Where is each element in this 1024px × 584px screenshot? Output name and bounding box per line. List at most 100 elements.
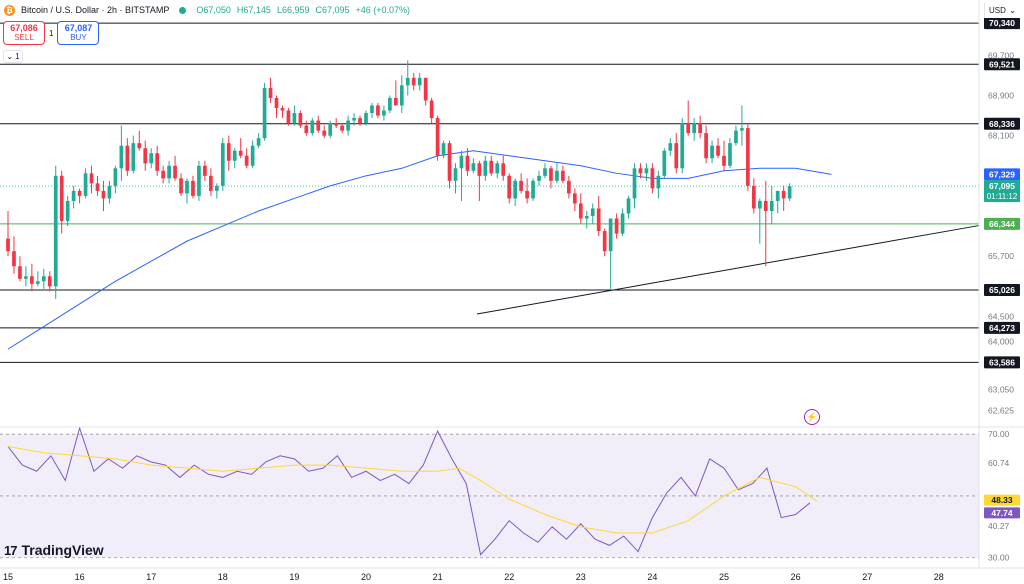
candle-body[interactable] [537,175,541,181]
candle-body[interactable] [161,170,165,179]
candle-body[interactable] [578,203,583,219]
candle-body[interactable] [119,145,124,169]
lightning-icon[interactable]: ⚡ [804,409,820,425]
candle-body[interactable] [393,97,398,106]
candle-body[interactable] [89,173,94,184]
trendline[interactable] [476,225,980,315]
candle-body[interactable] [376,105,380,116]
candle-body[interactable] [179,178,183,194]
candle-body[interactable] [214,185,219,191]
candle-body[interactable] [322,130,327,136]
candle-body[interactable] [41,276,46,282]
candle-body[interactable] [459,155,464,169]
candle-body[interactable] [465,155,470,171]
candle-body[interactable] [489,160,494,174]
candle-body[interactable] [656,175,661,189]
candle-body[interactable] [226,143,231,161]
candle-body[interactable] [477,163,482,176]
candle-body[interactable] [268,87,273,98]
candle-body[interactable] [137,143,142,149]
candle-body[interactable] [555,170,559,181]
candle-body[interactable] [388,97,392,111]
tradingview-logo[interactable]: 17 TradingView [4,542,104,558]
candle-body[interactable] [716,145,720,156]
candle-body[interactable] [197,165,201,196]
candle-body[interactable] [429,100,434,119]
candle-body[interactable] [35,281,40,284]
candle-body[interactable] [507,175,512,199]
candle-body[interactable] [757,200,762,209]
candle-body[interactable] [608,218,613,252]
symbol-title[interactable]: Bitcoin / U.S. Dollar · 2h · BITSTAMP [21,5,170,15]
candle-body[interactable] [435,118,440,156]
candle-body[interactable] [692,123,697,134]
candle-body[interactable] [310,120,315,134]
candle-body[interactable] [382,110,386,116]
time-scale[interactable]: 15 16 17 18 19 20 21 22 23 24 25 26 27 28 [3,572,944,582]
candle-body[interactable] [167,165,171,179]
candle-body[interactable] [728,143,732,166]
candle-body[interactable] [250,145,255,166]
candle-body[interactable] [220,143,225,186]
candle-body[interactable] [411,77,416,86]
candle-body[interactable] [471,163,476,171]
candle-body[interactable] [256,138,261,146]
candle-body[interactable] [185,180,189,194]
candle-body[interactable] [531,180,535,199]
candle-body[interactable] [662,150,667,176]
sell-button[interactable]: 67,086 SELL [3,21,45,45]
candle-body[interactable] [125,145,130,171]
candle-body[interactable] [399,85,404,106]
candle-body[interactable] [262,87,267,139]
candle-body[interactable] [59,175,64,222]
candle-body[interactable] [280,108,285,111]
candles-layer[interactable] [0,60,979,299]
candle-body[interactable] [584,216,589,219]
candle-body[interactable] [441,143,446,156]
candle-body[interactable] [668,143,673,151]
candle-body[interactable] [423,77,428,101]
indicators-collapse-button[interactable]: ⌄ 1 [3,50,23,63]
candle-body[interactable] [674,143,679,169]
candle-body[interactable] [447,143,452,181]
candle-body[interactable] [525,190,529,199]
candle-body[interactable] [155,153,160,171]
candle-body[interactable] [501,163,506,176]
candle-body[interactable] [113,168,118,186]
candle-body[interactable] [298,113,303,126]
candle-body[interactable] [602,231,607,252]
candle-body[interactable] [65,200,70,222]
candle-body[interactable] [734,130,738,144]
candle-body[interactable] [751,185,756,209]
candle-body[interactable] [173,165,177,179]
candle-body[interactable] [358,118,362,124]
candle-body[interactable] [370,105,374,114]
candle-body[interactable] [740,128,744,131]
candle-body[interactable] [328,123,333,136]
candle-body[interactable] [232,150,237,161]
candle-body[interactable] [30,276,34,284]
candle-body[interactable] [680,123,685,169]
candle-body[interactable] [203,165,207,176]
candle-body[interactable] [769,200,774,211]
candle-body[interactable] [53,175,58,287]
candle-body[interactable] [572,193,577,204]
candle-body[interactable] [549,168,553,181]
candle-body[interactable] [316,120,321,131]
candle-body[interactable] [143,148,148,164]
candle-body[interactable] [710,145,714,159]
candle-body[interactable] [704,133,708,159]
candle-body[interactable] [83,173,88,196]
candle-body[interactable] [131,143,136,171]
candle-body[interactable] [614,218,619,234]
candle-body[interactable] [543,168,547,176]
candle-body[interactable] [12,251,16,267]
candle-body[interactable] [405,77,410,86]
candle-body[interactable] [567,180,571,194]
trendline-segment[interactable] [476,225,980,315]
buy-button[interactable]: 67,087 BUY [57,21,100,45]
candle-body[interactable] [787,186,792,199]
candle-body[interactable] [47,276,52,287]
candle-body[interactable] [244,155,249,166]
